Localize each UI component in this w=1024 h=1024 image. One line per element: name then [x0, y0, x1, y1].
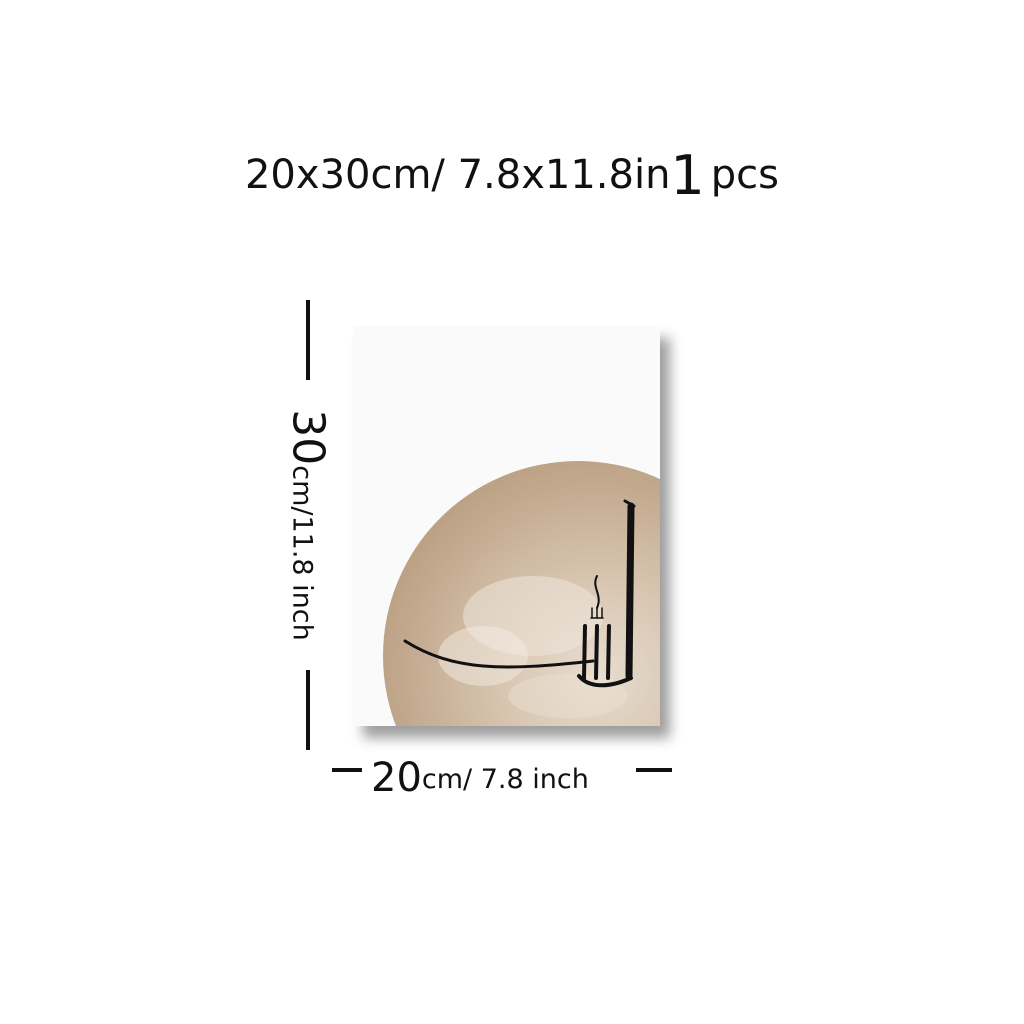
width-dimension-line-left	[332, 768, 362, 772]
product-size-headline: 20x30cm/ 7.8x11.8in1 pcs	[0, 138, 1024, 207]
headline-count-unit: pcs	[710, 152, 780, 198]
width-unit: cm/ 7.8 inch	[421, 764, 589, 795]
poster-artwork	[383, 461, 660, 726]
headline-size-mid: x30cm/ 7.8x11.8in	[295, 152, 671, 198]
headline-size-prefix: 20	[244, 152, 296, 198]
width-dimension-label: 20cm/ 7.8 inch	[371, 752, 589, 801]
width-number: 20	[371, 755, 422, 801]
height-dimension-label: 30cm/11.8 inch	[283, 409, 334, 641]
width-dimension-line-right	[636, 768, 672, 772]
height-dimension-line-bottom	[306, 670, 310, 750]
height-dimension-line-top	[306, 300, 310, 380]
height-unit: cm/11.8 inch	[286, 465, 318, 641]
calligraphy-artwork	[403, 499, 636, 688]
height-number: 30	[282, 409, 334, 466]
headline-count-number: 1	[670, 144, 705, 207]
poster-preview	[353, 326, 660, 726]
